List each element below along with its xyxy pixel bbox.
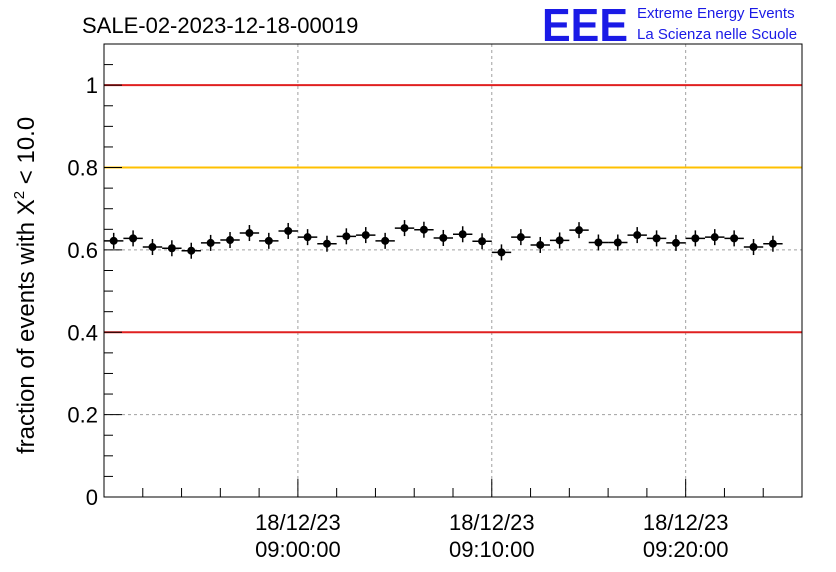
data-point-1: [123, 230, 143, 247]
data-point-25: [588, 234, 609, 251]
data-point-marker: [749, 243, 758, 252]
logo-line-2: La Scienza nelle Scuole: [637, 26, 797, 43]
x-tick-label-date-2: 18/12/23: [643, 510, 729, 535]
data-point-marker: [284, 226, 293, 235]
x-tick-label-date-1: 18/12/23: [449, 510, 535, 535]
data-point-7: [239, 225, 260, 242]
data-point-10: [297, 229, 318, 246]
data-point-marker: [148, 243, 157, 252]
data-point-marker: [361, 231, 370, 240]
y-tick-label-2: 0.4: [67, 320, 98, 345]
y-tick-label-1: 0.2: [67, 403, 98, 428]
data-point-marker: [671, 238, 680, 247]
y-axis-label-chi: Χ: [13, 199, 40, 215]
y-axis-label: fraction of events with Χ2 < 10.0: [11, 117, 40, 454]
y-tick-label-3: 0.6: [67, 238, 98, 263]
data-point-marker: [768, 239, 777, 248]
x-tick-label-time-1: 09:10:00: [449, 537, 535, 562]
x-tick-label-date-0: 18/12/23: [255, 510, 341, 535]
data-point-26: [608, 234, 628, 251]
data-point-marker: [555, 236, 564, 245]
y-tick-label-4: 0.8: [67, 156, 98, 181]
data-point-marker: [691, 234, 700, 243]
data-point-marker: [226, 236, 235, 245]
data-point-marker: [633, 231, 642, 240]
data-point-32: [724, 230, 744, 247]
data-point-24: [569, 222, 589, 239]
data-point-marker: [206, 238, 215, 247]
data-point-34: [763, 235, 783, 252]
data-point-marker: [109, 236, 118, 245]
eee-logo-text: EEE: [542, 0, 628, 51]
data-point-14: [375, 232, 395, 249]
data-point-marker: [129, 234, 138, 243]
data-point-17: [433, 229, 453, 246]
data-point-13: [356, 227, 376, 244]
logo-line-1: Extreme Energy Events: [637, 5, 795, 22]
y-axis-label-prefix: fraction of events with: [13, 215, 40, 454]
data-point-marker: [187, 246, 196, 255]
data-point-marker: [264, 236, 273, 245]
x-tick-labels: 18/12/2309:00:0018/12/2309:10:0018/12/23…: [255, 510, 728, 562]
data-point-3: [162, 240, 182, 257]
data-point-marker: [613, 238, 622, 247]
plot-frame: [103, 43, 803, 498]
data-point-11: [317, 235, 337, 252]
data-point-marker: [516, 233, 525, 242]
data-point-marker: [381, 236, 390, 245]
y-tick-labels: 0 0.2 0.4 0.6 0.8 1: [67, 73, 98, 510]
data-point-marker: [322, 239, 331, 248]
data-point-marker: [536, 240, 545, 249]
chart-title: SALE-02-2023-12-18-00019: [82, 13, 358, 38]
x-tick-label-time-0: 09:00:00: [255, 537, 341, 562]
data-point-21: [511, 229, 531, 246]
data-point-0: [104, 232, 124, 249]
data-point-marker: [710, 233, 719, 242]
y-axis-label-sup: 2: [11, 191, 28, 199]
data-point-16: [414, 221, 434, 238]
y-tick-label-0: 0: [86, 485, 98, 510]
data-point-12: [336, 228, 357, 245]
data-point-31: [705, 229, 725, 246]
data-point-22: [530, 236, 550, 253]
data-point-marker: [594, 238, 603, 247]
data-point-8: [259, 232, 279, 249]
data-point-20: [491, 244, 512, 261]
data-point-6: [220, 232, 240, 249]
data-point-29: [666, 234, 686, 251]
data-point-marker: [419, 225, 428, 234]
data-point-marker: [400, 224, 409, 233]
reference-lines: [104, 84, 802, 334]
data-point-2: [142, 239, 163, 256]
x-tick-label-time-2: 09:20:00: [643, 537, 729, 562]
data-point-4: [181, 242, 201, 259]
data-point-marker: [303, 233, 312, 242]
y-tick-label-5: 1: [86, 73, 98, 98]
data-point-19: [472, 233, 492, 250]
data-point-9: [278, 222, 298, 239]
data-point-marker: [652, 234, 661, 243]
data-point-marker: [245, 229, 254, 238]
data-point-marker: [478, 237, 487, 246]
y-axis-label-suffix: < 10.0: [13, 117, 40, 191]
data-point-marker: [439, 233, 448, 242]
data-point-15: [394, 220, 415, 237]
data-points: [104, 220, 783, 261]
data-point-30: [685, 230, 706, 247]
eee-logo: EEE Extreme Energy Events La Scienza nel…: [542, 0, 797, 51]
data-point-18: [453, 226, 473, 243]
data-point-marker: [497, 248, 506, 257]
data-point-23: [549, 232, 570, 249]
data-point-marker: [167, 244, 176, 253]
data-point-marker: [730, 234, 739, 243]
data-point-marker: [458, 230, 467, 239]
data-point-27: [627, 227, 647, 244]
data-point-33: [743, 239, 764, 256]
data-point-marker: [342, 232, 351, 241]
data-point-5: [200, 234, 221, 251]
data-point-28: [646, 230, 667, 247]
data-point-marker: [575, 226, 584, 235]
